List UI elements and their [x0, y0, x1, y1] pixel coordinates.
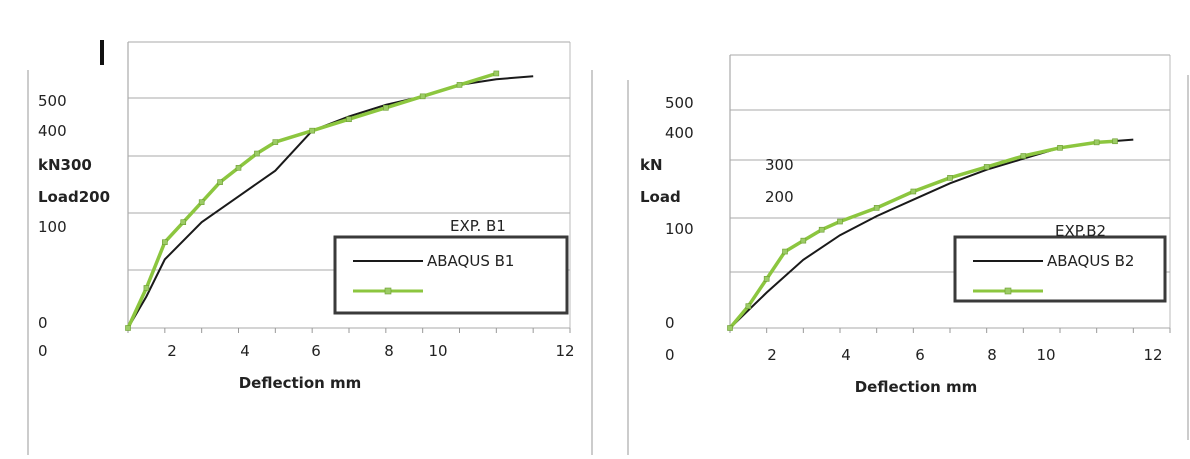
series-point-experimental [763, 276, 770, 282]
series-point-experimental [782, 248, 788, 255]
series-point-experimental [180, 219, 187, 225]
series-point-experimental [745, 303, 752, 309]
y-tick-label: kN300 [38, 156, 92, 174]
y-axis-label: Load [640, 188, 681, 206]
x-tick-label: 2 [767, 346, 777, 364]
y-tick-label: 400 [665, 124, 694, 142]
series-point-experimental [456, 82, 463, 88]
series-point-experimental [1057, 145, 1063, 151]
text-cursor-mark [100, 40, 104, 65]
x-tick-label: 8 [384, 342, 394, 360]
x-tick-label: 4 [240, 342, 250, 360]
y-tick-label: 500 [665, 94, 694, 112]
y-tick-label: 500 [38, 92, 67, 110]
series-point-experimental [1020, 153, 1027, 159]
series-point-experimental [217, 179, 223, 185]
series-point-experimental [346, 116, 352, 123]
y-axis-label-unit: kN [38, 156, 61, 174]
y-tick-value: 200 [79, 188, 110, 206]
series-point-experimental [800, 237, 807, 244]
y-axis-label-unit: kN [640, 156, 663, 174]
y-tick-label: 200 [765, 188, 794, 206]
legend-label-experimental: EXP.B2 [1055, 222, 1106, 240]
x-tick-label: 8 [987, 346, 997, 364]
series-point-experimental [910, 188, 917, 195]
y-tick-label: 400 [38, 122, 67, 140]
series-point-experimental [198, 199, 205, 205]
y-tick-label: 300 [765, 156, 794, 174]
series-point-experimental [254, 150, 260, 157]
series-point-experimental [162, 239, 168, 245]
x-axis-label: Deflection mm [239, 374, 362, 392]
legend-label-experimental: EXP. B1 [450, 217, 506, 235]
legend-label-abaqus: ABAQUS B2 [1047, 252, 1134, 270]
legend-label-abaqus: ABAQUS B1 [427, 252, 514, 270]
y-tick-label: Load200 [38, 188, 110, 206]
y-tick-label: 0 [38, 314, 48, 332]
x-tick-label: 10 [1036, 346, 1055, 364]
series-point-experimental [272, 139, 279, 145]
chart-panel-b2: 500 400 100 0 300 200 kN Load 0 2 4 6 8 10 12 Deflectio… [600, 0, 1190, 455]
series-point-experimental [1112, 138, 1118, 145]
series-point-experimental [873, 205, 880, 211]
x-tick-label: 0 [38, 342, 48, 360]
series-point-experimental [383, 104, 389, 111]
chart-b1: 500 400 kN300 Load200 100 0 0 2 4 6 8 10 12 Deflectio… [27, 40, 593, 455]
x-tick-label: 2 [167, 342, 177, 360]
series-point-experimental [983, 164, 990, 170]
x-tick-label: 6 [311, 342, 321, 360]
x-axis-label: Deflection mm [855, 378, 978, 396]
y-tick-label: 0 [665, 314, 675, 332]
series-point-experimental [143, 285, 150, 291]
series-point-experimental [493, 70, 500, 77]
chart-panel-b1: 500 400 kN300 Load200 100 0 0 2 4 6 8 10 12 Deflectio… [0, 0, 600, 455]
y-axis-label: Load [38, 188, 79, 206]
y-tick-label: 100 [665, 220, 694, 238]
series-point-experimental [125, 325, 131, 331]
series-point-experimental [419, 93, 426, 100]
y-tick-value: 300 [61, 156, 92, 174]
y-tick-label: 100 [38, 218, 67, 236]
chart-b2: 500 400 100 0 300 200 kN Load 0 2 4 6 8 10 12 Deflectio… [627, 54, 1189, 455]
x-tick-label: 4 [841, 346, 851, 364]
series-point-experimental [837, 218, 843, 225]
x-tick-label: 10 [428, 342, 447, 360]
x-tick-label: 12 [1143, 346, 1162, 364]
series-point-experimental [309, 127, 315, 134]
x-tick-label: 12 [555, 342, 574, 360]
series-point-experimental [727, 325, 733, 331]
legend-swatch-marker [384, 287, 392, 295]
series-point-experimental [235, 165, 242, 171]
series-point-experimental [818, 226, 825, 233]
series-point-experimental [1093, 139, 1100, 146]
legend-swatch-marker [1004, 287, 1012, 295]
x-tick-label: 6 [915, 346, 925, 364]
x-tick-label: 0 [665, 346, 675, 364]
series-point-experimental [947, 175, 953, 181]
legend-box [333, 235, 569, 315]
